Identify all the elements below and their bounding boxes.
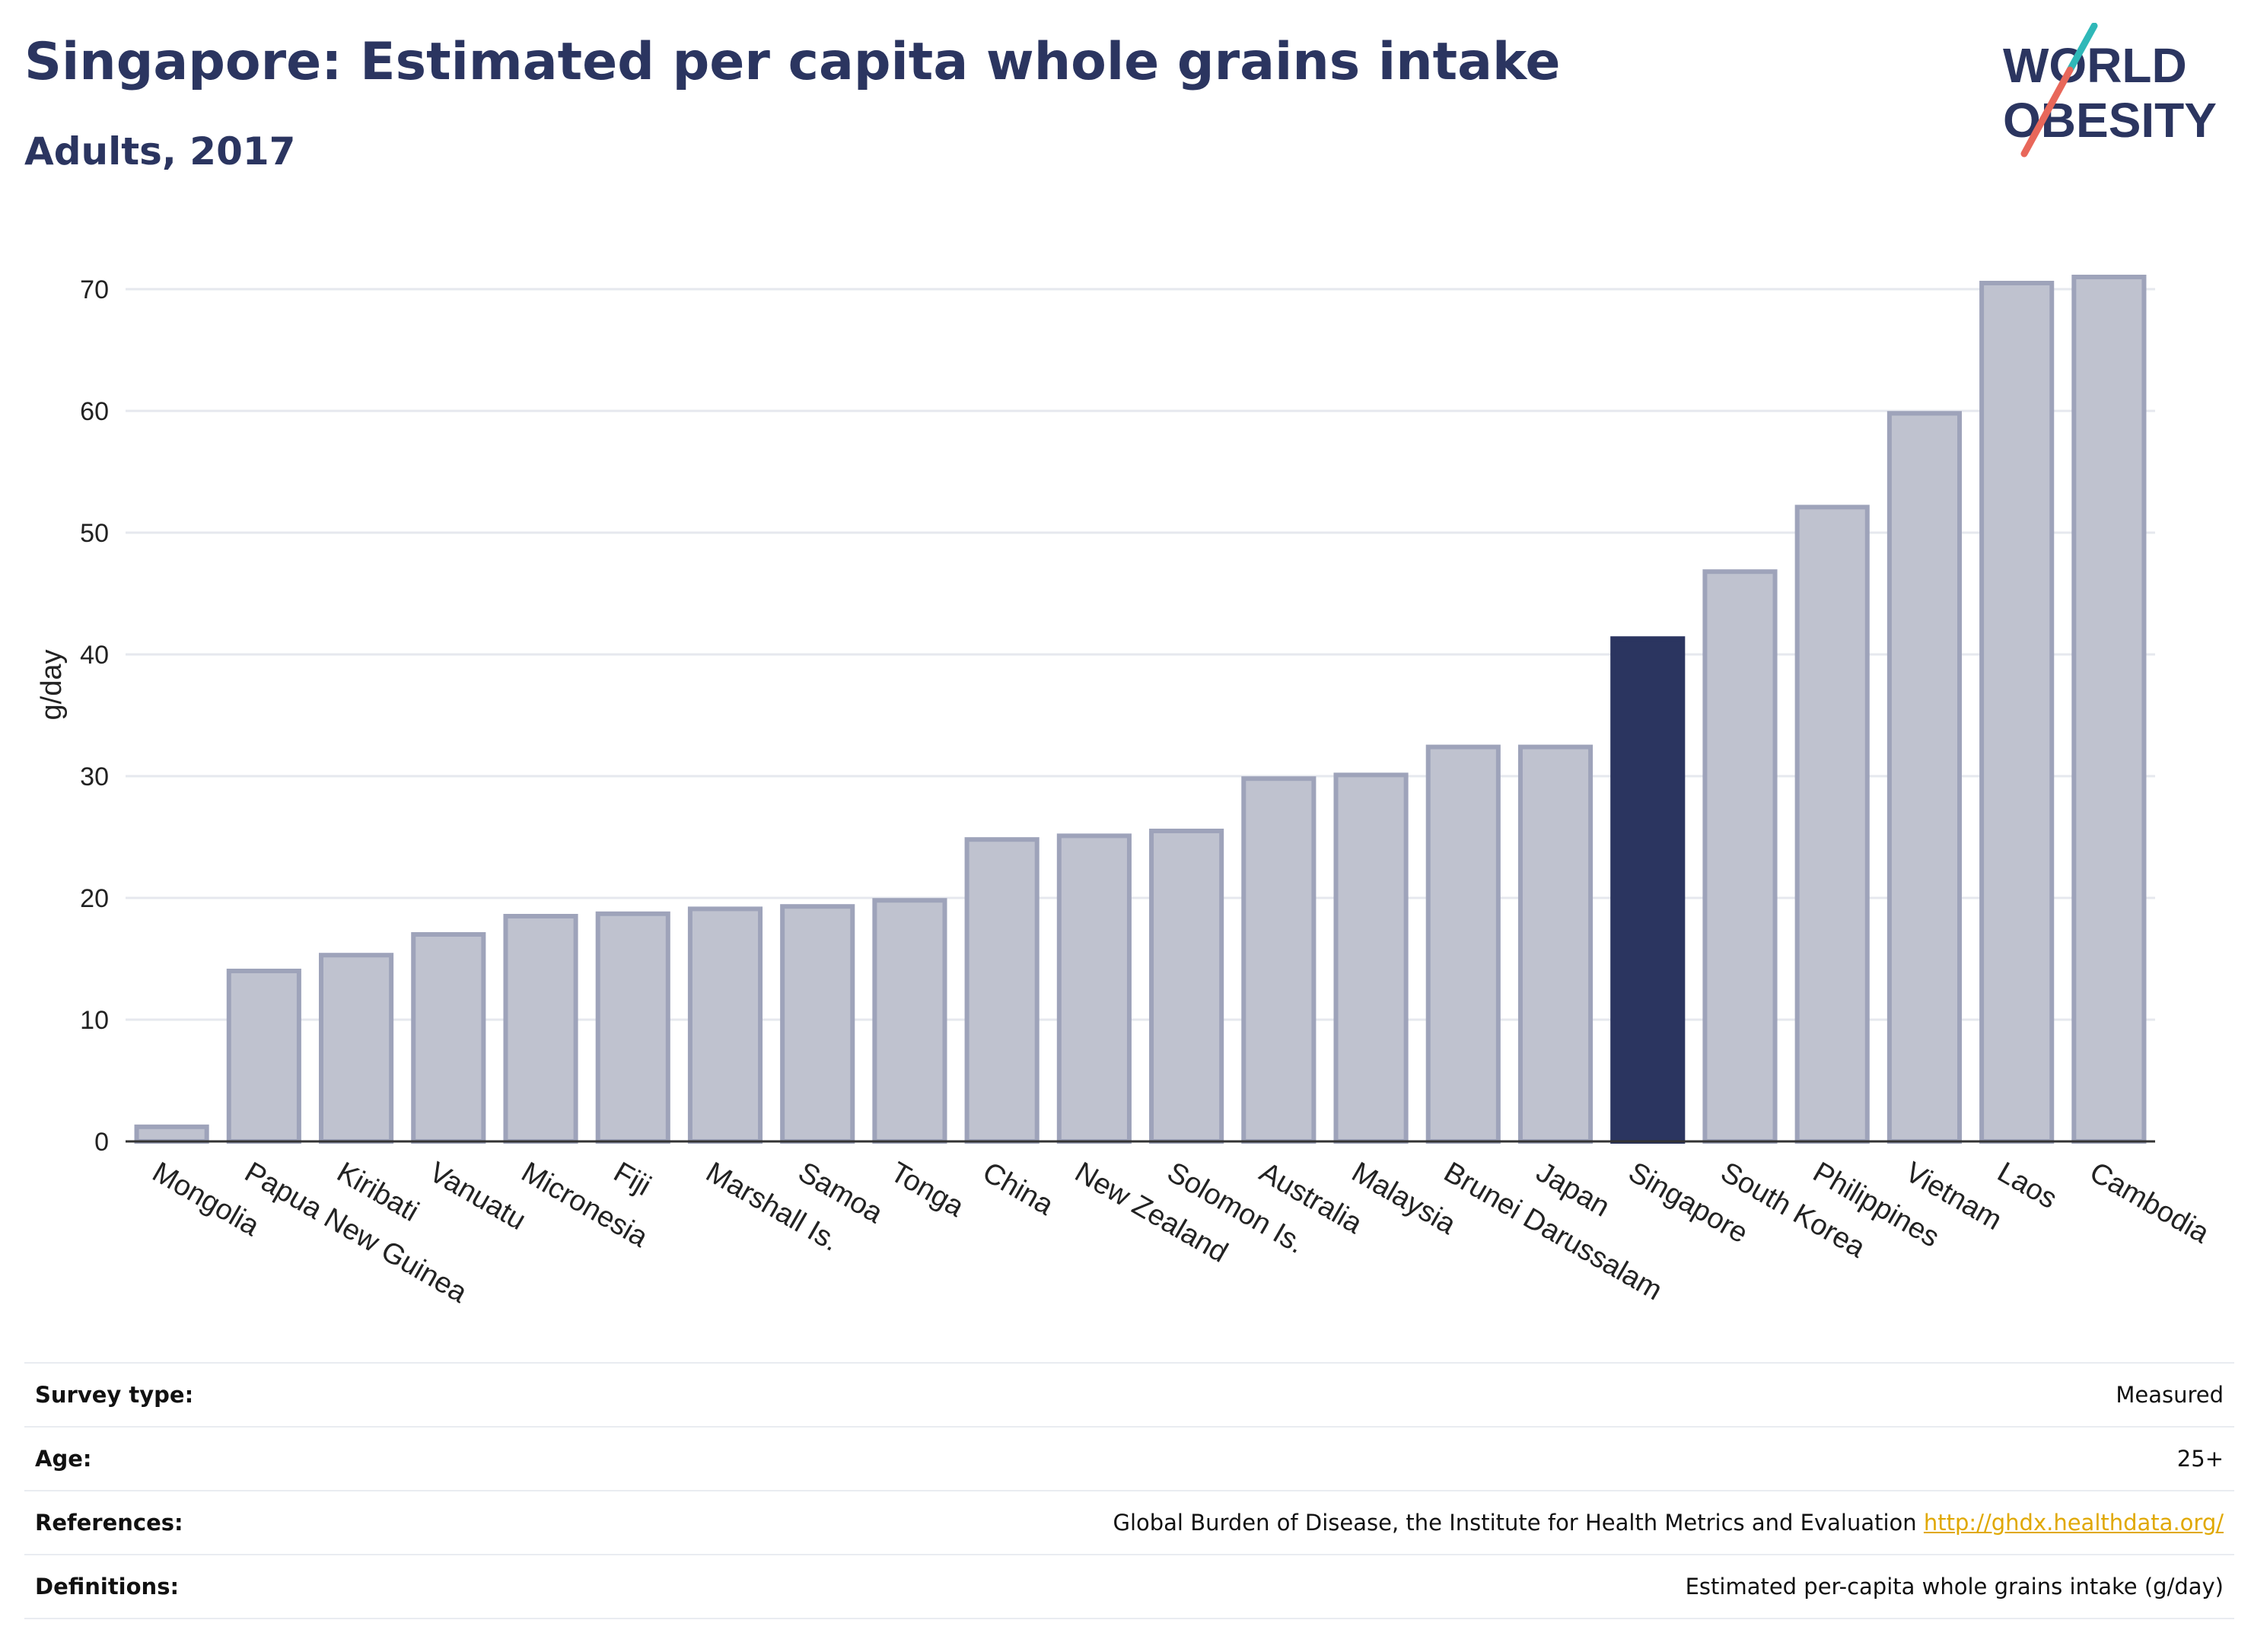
survey-type-value: Measured (350, 1362, 2234, 1427)
bar-new-zealand (1056, 833, 1132, 1144)
x-tick-label: Malaysia (1346, 1156, 1462, 1241)
y-tick-label: 60 (80, 397, 109, 426)
y-tick-label: 40 (80, 641, 109, 670)
bar-south-korea (1702, 569, 1778, 1144)
bar-australia (1241, 776, 1317, 1144)
bar-mongolia (134, 1124, 209, 1144)
info-row-survey-type: Survey type: Measured (24, 1362, 2234, 1427)
bar-japan (1517, 744, 1594, 1144)
bar-papua-new-guinea (226, 969, 301, 1144)
x-tick-label: Vanuatu (424, 1156, 531, 1237)
y-tick-label: 30 (80, 762, 109, 791)
bar-fiji (595, 911, 670, 1144)
definitions-value: Estimated per-capita whole grains intake… (350, 1554, 2234, 1619)
y-tick-label: 10 (80, 1006, 109, 1035)
y-axis-title: g/day (36, 650, 68, 721)
logo-slash-red (2020, 66, 2074, 158)
y-axis-ticks: 0 10 20 30 40 50 60 70 (80, 275, 109, 1157)
bars (134, 275, 2147, 1144)
chart-subtitle: Adults, 2017 (24, 129, 296, 173)
bar-singapore (1610, 636, 1686, 1144)
x-tick-label: Fiji (608, 1156, 656, 1202)
definitions-label: Definitions: (24, 1554, 350, 1619)
world-obesity-logo: WORLD OBESITY (2003, 23, 2217, 158)
bar-cambodia (2071, 275, 2147, 1144)
references-label: References: (24, 1490, 350, 1555)
bar-marshall-is (687, 906, 763, 1144)
bar-laos (1979, 281, 2055, 1144)
x-tick-label: China (977, 1156, 1059, 1221)
info-row-age: Age: 25+ (24, 1426, 2234, 1491)
y-tick-label: 70 (80, 275, 109, 304)
y-tick-label: 20 (80, 884, 109, 913)
y-tick-label: 50 (80, 519, 109, 548)
bar-samoa (780, 904, 855, 1144)
references-link[interactable]: http://ghdx.healthdata.org/ (1923, 1510, 2224, 1536)
x-tick-label: Tonga (885, 1156, 969, 1224)
info-row-definitions: Definitions: Estimated per-capita whole … (24, 1554, 2234, 1619)
x-tick-label: Cambodia (2084, 1156, 2215, 1249)
bar-micronesia (503, 914, 578, 1144)
bar-vietnam (1886, 411, 1962, 1144)
info-table: Survey type: Measured Age: 25+ Reference… (24, 1362, 2234, 1619)
chart-title: Singapore: Estimated per capita whole gr… (24, 32, 1561, 92)
bar-tonga (872, 898, 947, 1144)
bar-brunei-darussalam (1425, 744, 1501, 1144)
age-value: 25+ (350, 1426, 2234, 1491)
age-label: Age: (24, 1426, 350, 1491)
logo-line2: OBESITY (2003, 93, 2217, 148)
y-tick-label: 0 (94, 1128, 109, 1157)
bar-malaysia (1333, 772, 1409, 1144)
bar-china (964, 837, 1040, 1144)
references-text: Global Burden of Disease, the Institute … (1113, 1510, 1917, 1536)
logo-line1: WORLD (2003, 38, 2187, 93)
logo-slash-teal (2066, 23, 2098, 74)
bar-kiribati (319, 953, 394, 1144)
bar-vanuatu (411, 932, 486, 1144)
bar-solomon-is (1149, 829, 1224, 1144)
bar-philippines (1794, 505, 1870, 1144)
info-row-references: References: Global Burden of Disease, th… (24, 1490, 2234, 1555)
survey-type-label: Survey type: (24, 1362, 350, 1427)
